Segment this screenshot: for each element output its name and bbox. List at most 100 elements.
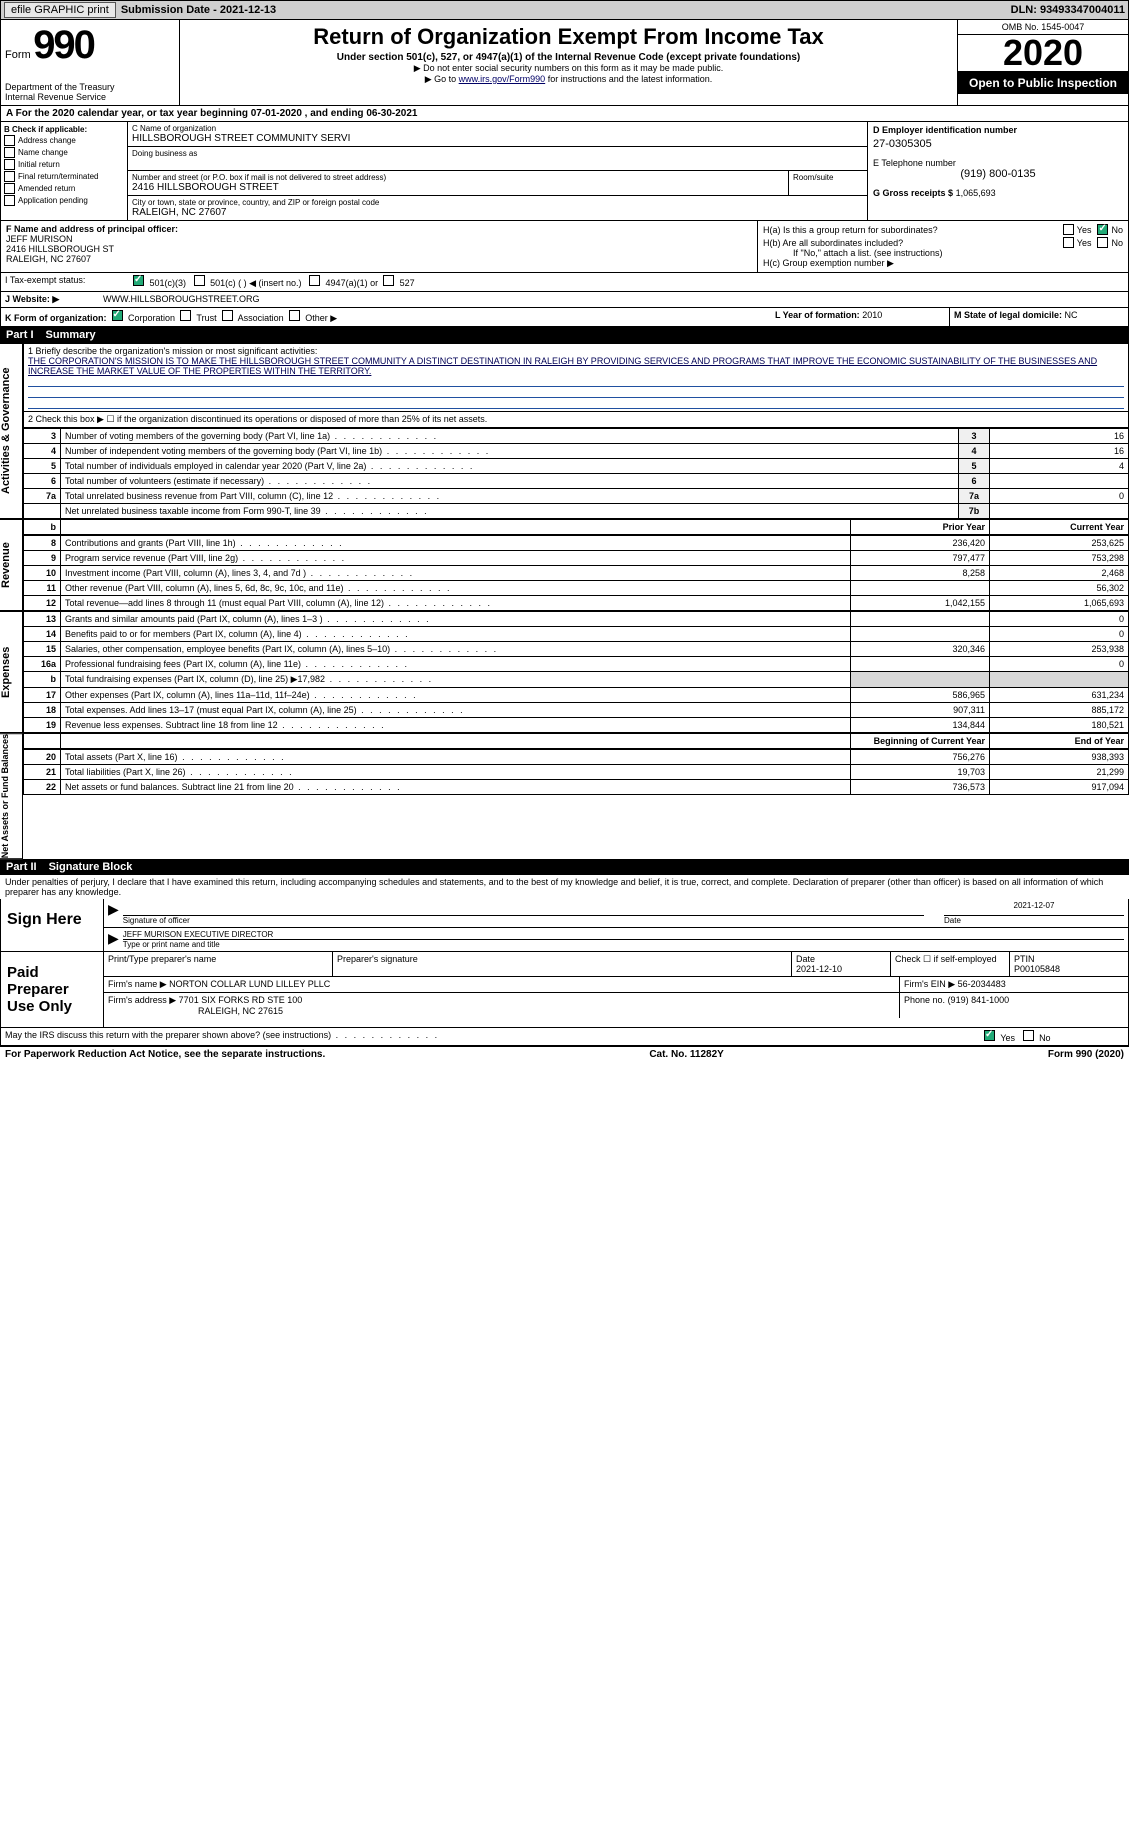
table-row: 11Other revenue (Part VIII, column (A), …: [24, 581, 1129, 596]
chk-amended[interactable]: [4, 183, 15, 194]
chk-hb-yes[interactable]: [1063, 237, 1074, 248]
chk-527[interactable]: [383, 275, 394, 286]
chk-name-change[interactable]: [4, 147, 15, 158]
chk-assoc[interactable]: [222, 310, 233, 321]
arrow-icon: ▶: [108, 901, 119, 925]
chk-501c3[interactable]: [133, 275, 144, 286]
chk-corp[interactable]: [112, 310, 123, 321]
chk-discuss-no[interactable]: [1023, 1030, 1034, 1041]
table-row: 13Grants and similar amounts paid (Part …: [24, 612, 1129, 627]
discuss-no: No: [1039, 1033, 1051, 1043]
submission-date: Submission Date - 2021-12-13: [121, 4, 276, 16]
col-end-year: End of Year: [990, 734, 1129, 749]
instr-pre: ▶ Go to: [425, 74, 459, 84]
b-row-num: b: [24, 520, 61, 535]
chk-trust[interactable]: [180, 310, 191, 321]
open-to-public: Open to Public Inspection: [958, 72, 1128, 94]
mission-label: 1 Briefly describe the organization's mi…: [28, 346, 1124, 356]
paid-preparer-block: Paid Preparer Use Only Print/Type prepar…: [0, 952, 1129, 1028]
irs-label: Internal Revenue Service: [5, 92, 175, 102]
table-row: 19Revenue less expenses. Subtract line 1…: [24, 718, 1129, 733]
revenue-section: Revenue b Prior Year Current Year 8Contr…: [0, 519, 1129, 611]
firm-phone-label: Phone no.: [904, 995, 945, 1005]
revenue-rows: 8Contributions and grants (Part VIII, li…: [23, 535, 1129, 611]
sig-officer-label: Signature of officer: [123, 916, 924, 925]
tax-period: A For the 2020 calendar year, or tax yea…: [0, 106, 1129, 122]
q2-checkbox-line: 2 Check this box ▶ ☐ if the organization…: [24, 412, 1129, 428]
chk-ha-yes[interactable]: [1063, 224, 1074, 235]
chk-ha-no[interactable]: [1097, 224, 1108, 235]
opt-4947: 4947(a)(1) or: [326, 278, 379, 288]
table-row: bTotal fundraising expenses (Part IX, co…: [24, 672, 1129, 688]
ag-rows-table: 3Number of voting members of the governi…: [23, 428, 1129, 519]
form-subtitle: Under section 501(c), 527, or 4947(a)(1)…: [186, 52, 951, 63]
form990-link[interactable]: www.irs.gov/Form990: [459, 74, 546, 84]
dept-treasury: Department of the Treasury: [5, 82, 175, 92]
section-b-title: B Check if applicable:: [4, 125, 124, 134]
firm-name-value: NORTON COLLAR LUND LILLEY PLLC: [169, 979, 330, 989]
table-row: 12Total revenue—add lines 8 through 11 (…: [24, 596, 1129, 611]
col-begin-year: Beginning of Current Year: [851, 734, 990, 749]
chk-other[interactable]: [289, 310, 300, 321]
opt-corp: Corporation: [128, 313, 175, 323]
phone-value: (919) 800-0135: [873, 168, 1123, 180]
h-c-label: H(c) Group exemption number ▶: [763, 258, 1123, 269]
section-c: C Name of organization HILLSBOROUGH STRE…: [128, 122, 868, 220]
opt-assoc: Association: [238, 313, 284, 323]
side-label-netassets: Net Assets or Fund Balances: [0, 733, 23, 859]
form-page-label: Form 990 (2020): [1048, 1049, 1124, 1060]
firm-ein-label: Firm's EIN ▶: [904, 979, 955, 989]
chk-app-pending[interactable]: [4, 195, 15, 206]
table-row: 6Total number of volunteers (estimate if…: [24, 474, 1129, 489]
ein-label: D Employer identification number: [873, 125, 1123, 135]
phone-label: E Telephone number: [873, 158, 1123, 168]
room-suite-label: Room/suite: [789, 171, 867, 195]
opt-amended: Amended return: [18, 184, 75, 193]
chk-501c[interactable]: [194, 275, 205, 286]
chk-address-change[interactable]: [4, 135, 15, 146]
street-label: Number and street (or P.O. box if mail i…: [132, 173, 784, 182]
firm-phone-value: (919) 841-1000: [948, 995, 1010, 1005]
tax-exempt-label: I Tax-exempt status:: [1, 273, 129, 291]
chk-hb-no[interactable]: [1097, 237, 1108, 248]
col-prior-year: Prior Year: [851, 520, 990, 535]
netassets-header: Beginning of Current Year End of Year: [23, 733, 1129, 749]
table-row: 15Salaries, other compensation, employee…: [24, 642, 1129, 657]
table-row: 14Benefits paid to or for members (Part …: [24, 627, 1129, 642]
netassets-rows: 20Total assets (Part X, line 16)756,2769…: [23, 749, 1129, 795]
section-b: B Check if applicable: Address change Na…: [1, 122, 128, 220]
efile-print-button[interactable]: efile GRAPHIC print: [4, 2, 116, 18]
firm-addr-label: Firm's address ▶: [108, 995, 176, 1005]
dln-number: DLN: 93493347004011: [1011, 4, 1125, 16]
section-h: H(a) Is this a group return for subordin…: [758, 221, 1128, 272]
street-address: 2416 HILLSBOROUGH STREET: [132, 182, 784, 193]
chk-4947[interactable]: [309, 275, 320, 286]
website-value: WWW.HILLSBOROUGHSTREET.ORG: [99, 292, 1128, 307]
opt-address-change: Address change: [18, 136, 76, 145]
side-label-ag: Activities & Governance: [0, 343, 23, 519]
opt-501c: 501(c) ( ) ◀ (insert no.): [210, 278, 301, 288]
opt-501c3: 501(c)(3): [150, 278, 187, 288]
section-f: F Name and address of principal officer:…: [1, 221, 758, 272]
self-employed-check: Check ☐ if self-employed: [891, 952, 1010, 976]
chk-final-return[interactable]: [4, 171, 15, 182]
table-row: 5Total number of individuals employed in…: [24, 459, 1129, 474]
opt-527: 527: [400, 278, 415, 288]
chk-initial-return[interactable]: [4, 159, 15, 170]
website-label: J Website: ▶: [1, 292, 99, 307]
table-row: 20Total assets (Part X, line 16)756,2769…: [24, 750, 1129, 765]
prep-sig-label: Preparer's signature: [337, 954, 787, 964]
prep-date-value: 2021-12-10: [796, 964, 886, 974]
table-row: 21Total liabilities (Part X, line 26)19,…: [24, 765, 1129, 780]
part-1-num: Part I: [6, 329, 46, 341]
part-2-title: Signature Block: [49, 861, 133, 873]
sign-here-label: Sign Here: [1, 899, 104, 951]
chk-discuss-yes[interactable]: [984, 1030, 995, 1041]
expenses-rows: 13Grants and similar amounts paid (Part …: [23, 611, 1129, 733]
ptin-label: PTIN: [1014, 954, 1124, 964]
table-row: 22Net assets or fund balances. Subtract …: [24, 780, 1129, 795]
expenses-section: Expenses 13Grants and similar amounts pa…: [0, 611, 1129, 733]
officer-group-block: F Name and address of principal officer:…: [0, 221, 1129, 273]
discuss-row: May the IRS discuss this return with the…: [0, 1028, 1129, 1046]
opt-pending: Application pending: [18, 196, 88, 205]
